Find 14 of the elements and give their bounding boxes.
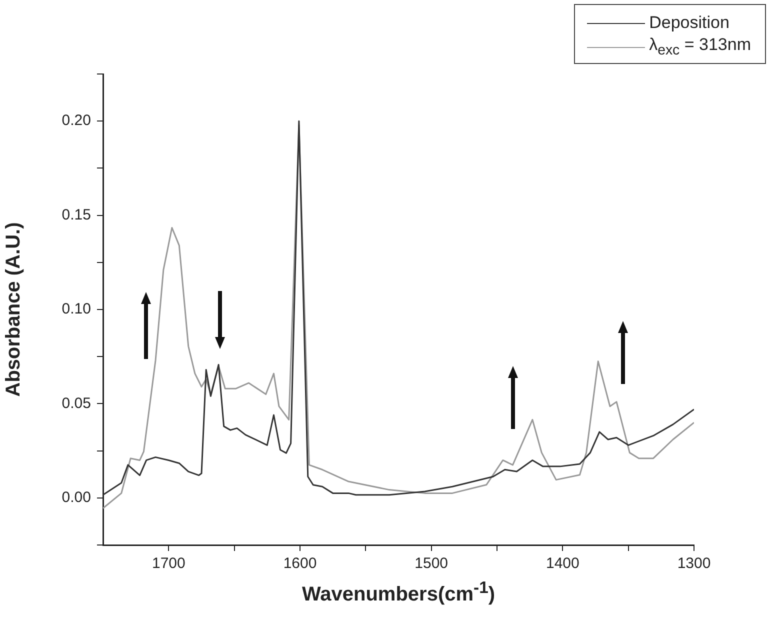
legend-label: λ$_{exc}$ = 313nm xyxy=(649,35,751,59)
x-tick-label: 1600 xyxy=(283,555,317,572)
y-tick-label: 0.20 xyxy=(62,112,91,130)
x-tick-label: 1300 xyxy=(677,555,711,572)
y-tick-label: 0.05 xyxy=(62,394,91,412)
x-axis-title: Wavenumbers(cm$^{-1}$) xyxy=(300,578,496,607)
x-tick-label: 1700 xyxy=(152,555,186,572)
y-axis-title: Absorbance (A.U.) xyxy=(2,222,25,397)
x-tick-label: 1400 xyxy=(546,555,580,572)
y-tick-label: 0.15 xyxy=(62,206,91,224)
x-tick-label: 1500 xyxy=(414,555,448,572)
legend-label: Deposition xyxy=(649,13,730,33)
y-tick-label: 0.00 xyxy=(62,489,91,506)
y-tick-label: 0.10 xyxy=(62,300,91,318)
